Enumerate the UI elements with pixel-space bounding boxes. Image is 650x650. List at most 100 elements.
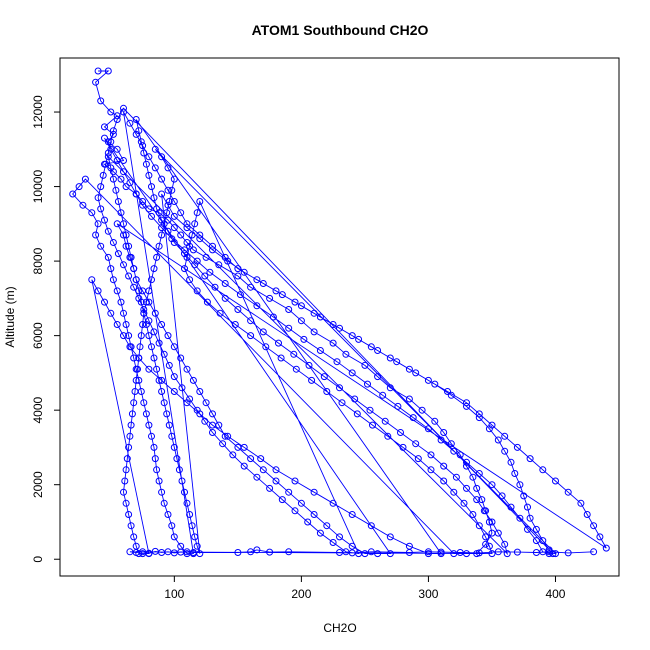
data-point <box>148 212 155 220</box>
data-point <box>97 183 105 191</box>
data-point <box>440 477 448 485</box>
data-point <box>193 406 201 414</box>
data-point <box>101 216 108 224</box>
data-point <box>150 265 158 273</box>
data-point <box>348 332 356 340</box>
data-point <box>140 306 148 313</box>
data-point <box>170 343 178 351</box>
data-point <box>203 298 211 306</box>
data-point <box>92 78 100 86</box>
data-point <box>165 198 173 205</box>
data-point <box>158 488 166 496</box>
data-point <box>140 399 148 407</box>
data-point <box>234 272 242 280</box>
data-point <box>381 417 389 425</box>
data-point <box>431 380 439 388</box>
data-point <box>135 294 143 302</box>
x-tick-label: 400 <box>545 587 565 601</box>
data-point <box>75 183 83 191</box>
data-point <box>240 462 248 470</box>
data-point <box>386 550 394 558</box>
data-point <box>384 432 392 440</box>
data-point <box>135 127 143 135</box>
data-point <box>412 440 420 448</box>
data-point <box>234 306 242 313</box>
data-point <box>132 116 140 123</box>
data-point <box>183 224 191 232</box>
data-point <box>137 138 145 146</box>
data-point <box>297 317 305 325</box>
data-point <box>158 388 166 395</box>
data-point <box>532 549 540 556</box>
data-point <box>469 473 477 481</box>
data-point <box>142 160 150 168</box>
data-point <box>424 425 432 433</box>
data-point <box>393 358 401 366</box>
data-point <box>132 276 140 284</box>
data-point <box>516 514 524 522</box>
data-point <box>221 432 229 440</box>
data-point <box>186 395 194 403</box>
data-point <box>374 550 382 558</box>
data-point <box>150 443 158 451</box>
data-point <box>361 361 369 369</box>
data-point <box>329 339 337 347</box>
data-point <box>107 108 115 116</box>
data-point <box>164 201 172 209</box>
data-point <box>112 186 120 194</box>
data-point <box>336 533 343 541</box>
data-point <box>524 525 531 533</box>
data-point <box>348 511 356 518</box>
data-point <box>109 276 117 284</box>
data-point <box>545 546 553 554</box>
data-point <box>285 548 293 556</box>
data-point <box>485 542 493 550</box>
data-point <box>336 324 343 332</box>
data-point <box>211 283 219 291</box>
data-point <box>101 134 108 142</box>
data-point <box>113 321 121 328</box>
data-point <box>122 231 130 239</box>
data-point <box>290 350 298 358</box>
data-point <box>136 343 144 351</box>
data-point <box>329 321 337 328</box>
data-point <box>104 227 112 235</box>
data-point <box>127 253 135 261</box>
data-point <box>278 496 286 504</box>
x-axis-label: CH2O <box>323 621 356 635</box>
data-point <box>348 549 356 557</box>
data-point <box>153 205 161 213</box>
data-point <box>163 209 171 217</box>
data-point <box>482 533 490 541</box>
plot-frame <box>59 57 620 577</box>
data-point <box>142 410 150 418</box>
data-point <box>191 220 199 228</box>
data-point <box>120 231 127 239</box>
data-point <box>602 544 610 552</box>
data-point <box>125 332 133 340</box>
data-point <box>125 272 133 280</box>
data-point <box>150 194 158 202</box>
data-point <box>348 542 356 550</box>
data-point <box>511 470 519 477</box>
data-point <box>183 499 191 507</box>
data-point <box>170 443 178 451</box>
data-point <box>507 503 515 511</box>
data-point <box>145 549 153 557</box>
data-point <box>122 466 130 474</box>
data-point <box>231 321 239 328</box>
series-line <box>72 70 607 556</box>
data-point <box>367 548 375 556</box>
data-point <box>148 432 155 440</box>
data-point <box>526 455 534 463</box>
data-point <box>201 272 209 280</box>
data-point <box>304 518 312 526</box>
data-point <box>97 97 105 105</box>
data-point <box>130 533 138 541</box>
data-point <box>310 309 318 317</box>
data-point <box>196 550 204 558</box>
data-point <box>596 533 604 541</box>
data-point <box>221 294 229 302</box>
data-point <box>135 354 143 362</box>
data-point <box>539 537 547 545</box>
